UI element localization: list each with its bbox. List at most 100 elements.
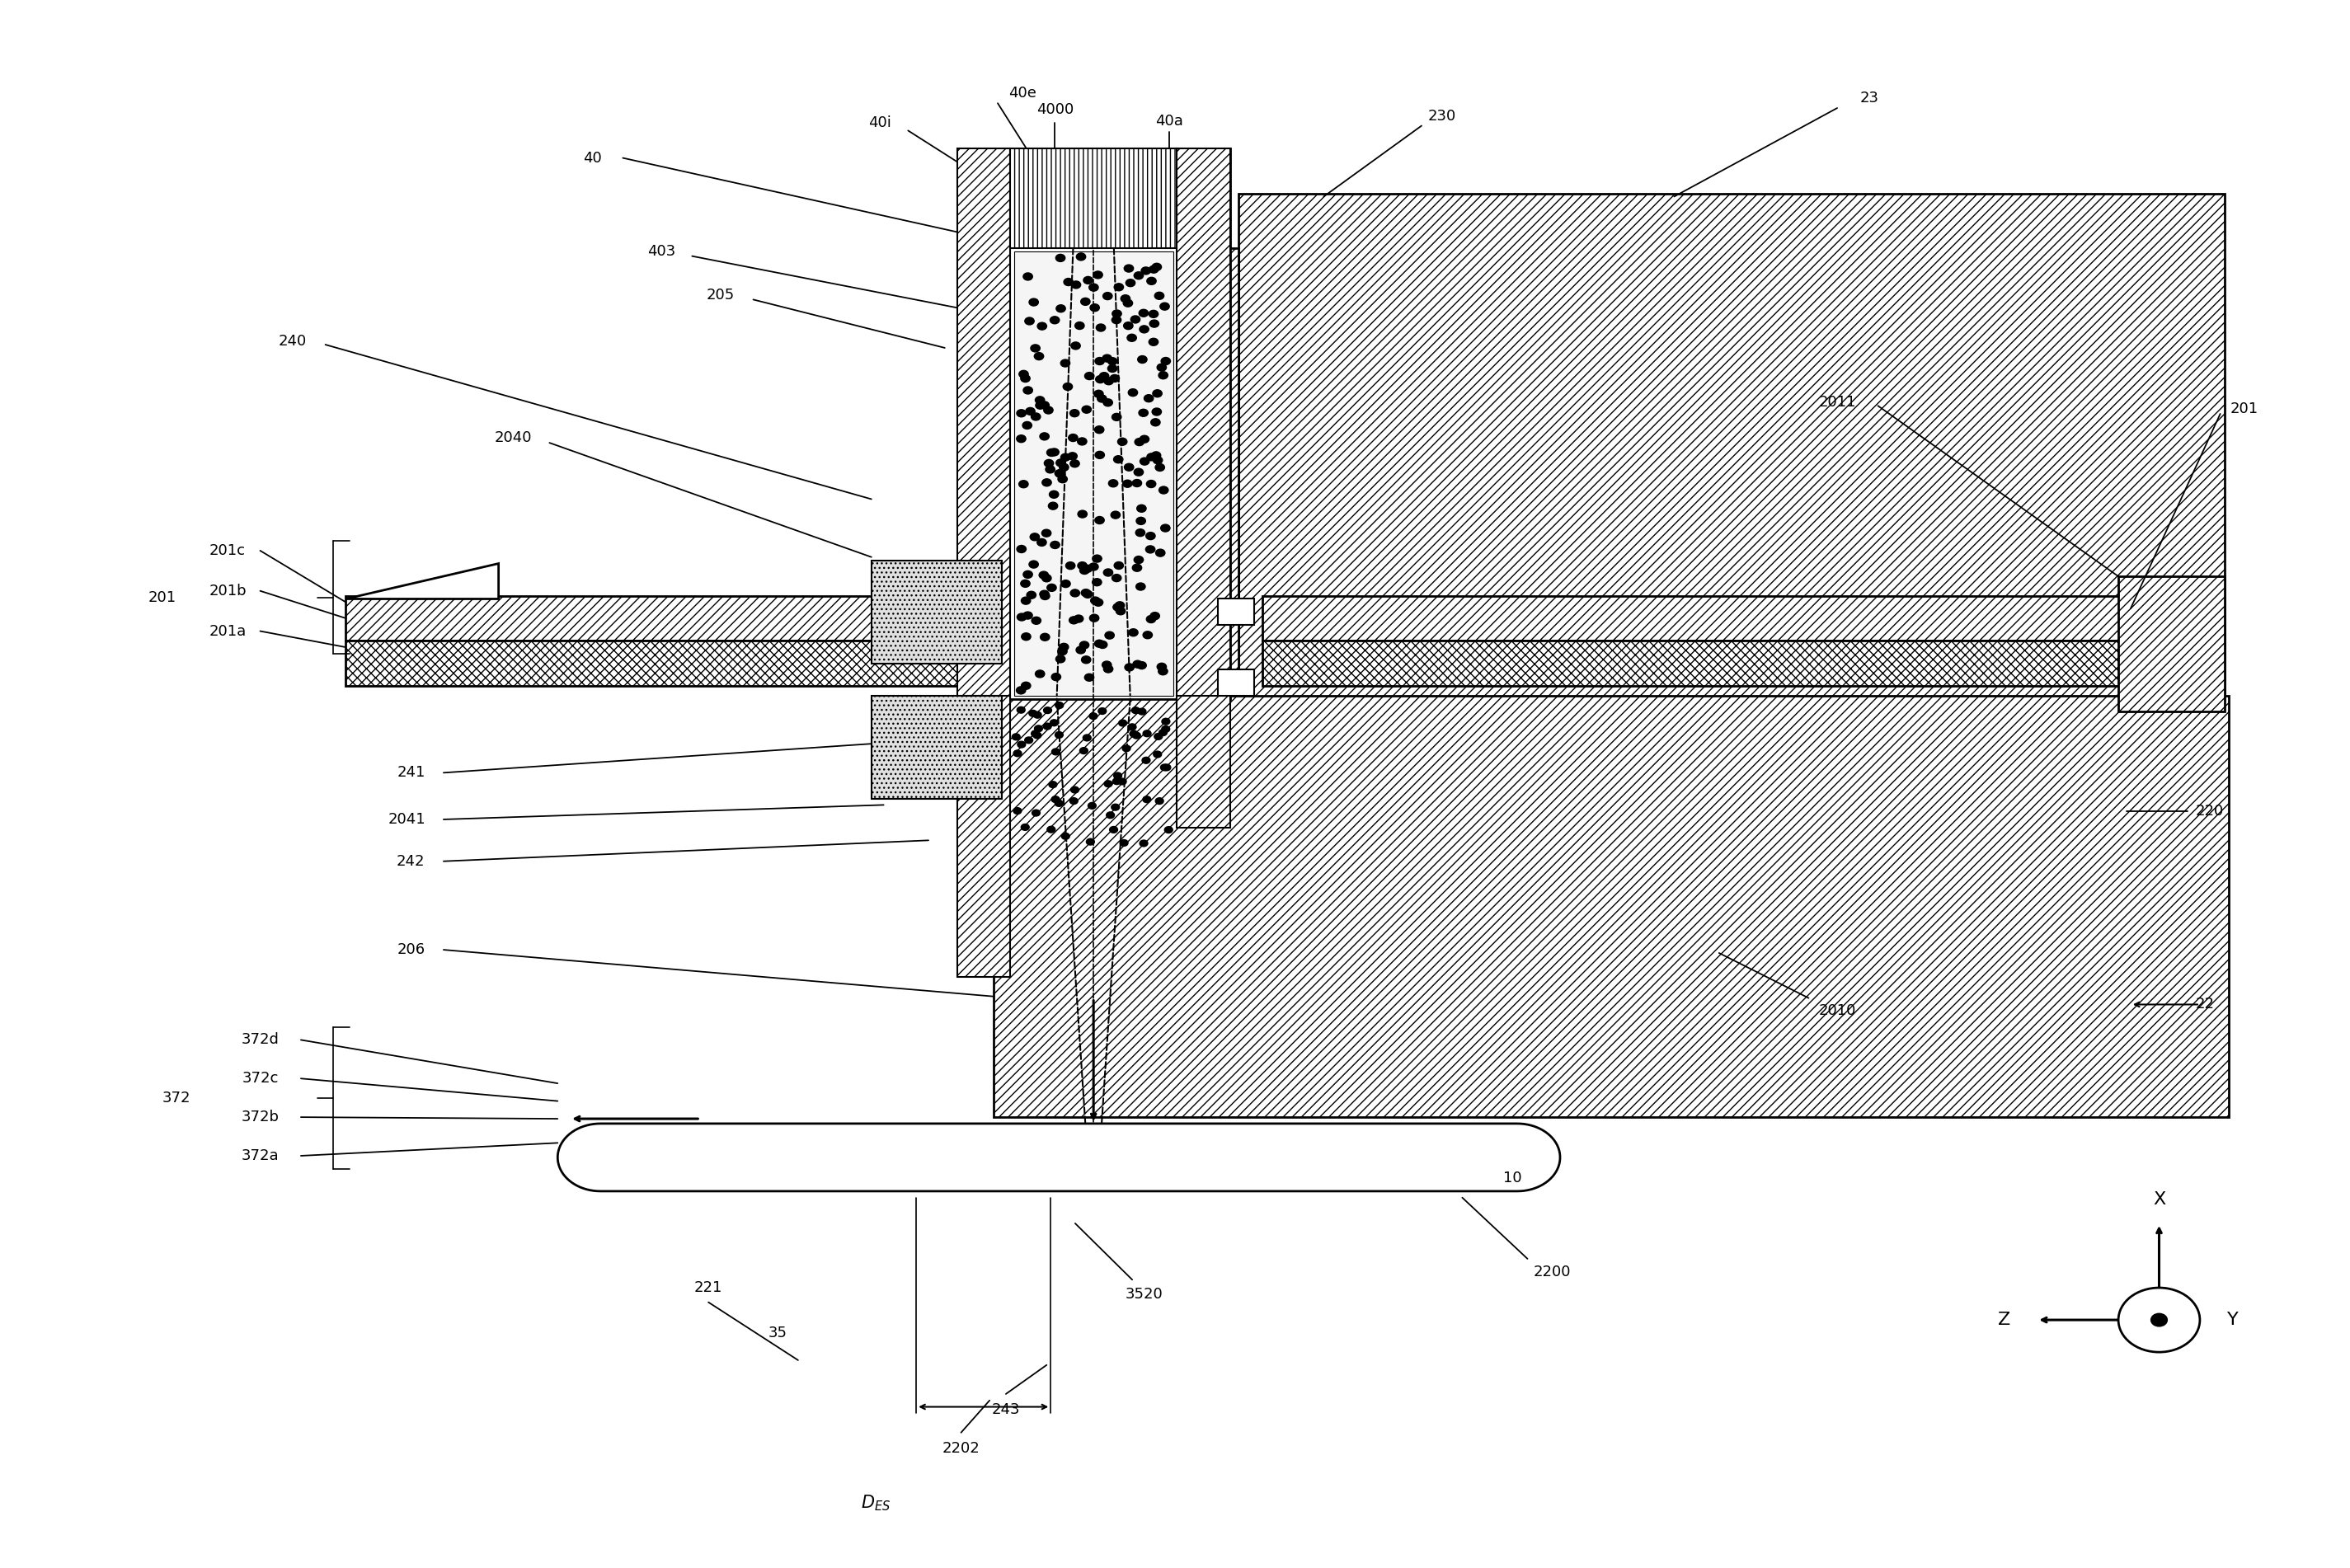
Circle shape	[1135, 469, 1144, 475]
Circle shape	[1149, 310, 1159, 318]
Circle shape	[1154, 292, 1163, 299]
Text: 372d: 372d	[242, 1032, 280, 1047]
Circle shape	[1083, 276, 1093, 284]
Circle shape	[1152, 452, 1161, 459]
Circle shape	[1036, 323, 1046, 329]
Circle shape	[1123, 745, 1130, 751]
Circle shape	[1039, 433, 1048, 441]
Circle shape	[1069, 434, 1079, 442]
Circle shape	[1088, 284, 1097, 292]
Circle shape	[1032, 616, 1041, 624]
Circle shape	[1062, 383, 1072, 390]
Circle shape	[1050, 541, 1060, 549]
Circle shape	[1095, 426, 1104, 433]
Circle shape	[1018, 434, 1027, 442]
Circle shape	[1140, 840, 1147, 847]
Circle shape	[1093, 555, 1102, 563]
Text: 23: 23	[1861, 91, 1880, 105]
Circle shape	[1133, 660, 1142, 668]
Circle shape	[1140, 309, 1149, 317]
Circle shape	[1135, 439, 1144, 445]
Text: 2041: 2041	[388, 812, 425, 826]
Circle shape	[1079, 566, 1088, 574]
Circle shape	[1112, 804, 1119, 811]
Circle shape	[1050, 317, 1060, 323]
Circle shape	[1034, 726, 1043, 732]
Circle shape	[1060, 580, 1069, 588]
Text: 372a: 372a	[242, 1148, 280, 1163]
Circle shape	[1060, 464, 1069, 470]
Circle shape	[1123, 321, 1133, 329]
Circle shape	[1114, 773, 1121, 779]
Circle shape	[1050, 797, 1060, 803]
Circle shape	[1152, 390, 1161, 397]
Circle shape	[1095, 325, 1104, 331]
Circle shape	[1020, 580, 1029, 588]
Circle shape	[1109, 375, 1119, 383]
Circle shape	[1083, 591, 1093, 597]
Circle shape	[1133, 564, 1142, 571]
Circle shape	[1032, 412, 1041, 420]
Text: 201b: 201b	[209, 583, 247, 599]
Circle shape	[1025, 317, 1034, 325]
Text: $D_{ES}$: $D_{ES}$	[860, 1494, 891, 1513]
Circle shape	[1123, 464, 1133, 470]
Circle shape	[1161, 524, 1170, 532]
Text: 372b: 372b	[242, 1110, 280, 1124]
Text: 4000: 4000	[1036, 102, 1074, 118]
Circle shape	[1050, 673, 1060, 681]
Circle shape	[1090, 597, 1100, 604]
Circle shape	[1088, 563, 1097, 571]
Circle shape	[1100, 372, 1109, 379]
Circle shape	[1069, 798, 1079, 804]
Bar	[1238, 193, 2225, 699]
Circle shape	[1060, 359, 1069, 367]
Circle shape	[1112, 414, 1121, 420]
Text: 241: 241	[397, 765, 425, 781]
Circle shape	[1142, 267, 1152, 274]
Circle shape	[1046, 466, 1055, 474]
Circle shape	[1159, 486, 1168, 494]
Circle shape	[1154, 751, 1161, 757]
Circle shape	[1048, 583, 1058, 591]
Circle shape	[1147, 480, 1156, 488]
Circle shape	[1121, 840, 1128, 847]
Circle shape	[1156, 798, 1163, 804]
Circle shape	[1163, 764, 1170, 770]
Text: Y: Y	[2228, 1312, 2237, 1328]
Circle shape	[1090, 304, 1100, 312]
Text: X: X	[2153, 1192, 2164, 1207]
Circle shape	[1088, 803, 1095, 809]
Circle shape	[1102, 662, 1112, 668]
Bar	[1010, 149, 1177, 248]
Circle shape	[1027, 591, 1036, 599]
Circle shape	[1022, 612, 1032, 619]
Circle shape	[1081, 655, 1090, 663]
Circle shape	[1119, 720, 1128, 726]
Circle shape	[1025, 737, 1034, 743]
Circle shape	[1119, 437, 1128, 445]
Bar	[956, 696, 1010, 977]
Circle shape	[1128, 724, 1135, 731]
Circle shape	[1065, 561, 1074, 569]
Circle shape	[1137, 709, 1147, 715]
Circle shape	[1039, 571, 1048, 579]
Circle shape	[1020, 370, 1029, 378]
Circle shape	[1039, 401, 1048, 409]
Circle shape	[1126, 663, 1135, 671]
Circle shape	[1055, 655, 1065, 663]
Circle shape	[1130, 315, 1140, 323]
Circle shape	[1161, 764, 1168, 770]
Circle shape	[1076, 437, 1086, 445]
Bar	[994, 696, 2228, 1116]
Circle shape	[1159, 372, 1168, 379]
Text: Z: Z	[1998, 1312, 2012, 1328]
Text: 205: 205	[707, 287, 736, 303]
Bar	[1262, 641, 2225, 685]
Circle shape	[1046, 448, 1055, 456]
Circle shape	[1149, 339, 1159, 345]
Circle shape	[1055, 732, 1062, 739]
Circle shape	[1147, 532, 1156, 539]
Circle shape	[1133, 732, 1140, 739]
Circle shape	[1062, 833, 1069, 839]
